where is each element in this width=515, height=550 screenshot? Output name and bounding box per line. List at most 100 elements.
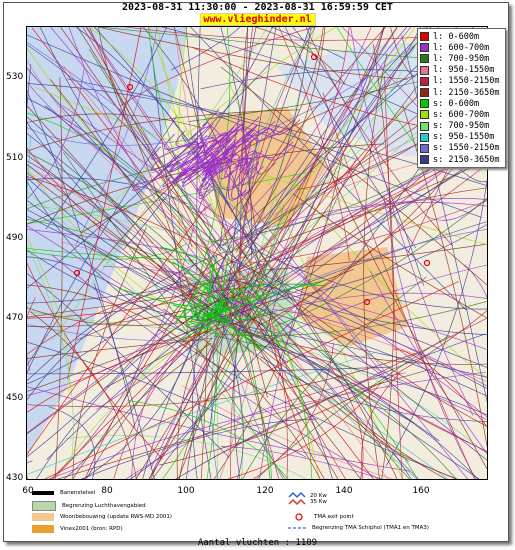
- flight-track: [243, 118, 295, 150]
- flight-track: [27, 248, 198, 261]
- flight-track: [175, 282, 209, 325]
- flight-track: [191, 141, 218, 175]
- flight-track: [242, 276, 427, 479]
- flight-track: [27, 205, 207, 455]
- flight-track: [250, 200, 487, 263]
- flight-track: [215, 297, 227, 327]
- flight-track: [336, 27, 421, 151]
- flight-track: [27, 97, 254, 321]
- flight-track: [82, 323, 199, 479]
- flight-track: [27, 323, 214, 341]
- flight-track: [67, 27, 142, 380]
- flight-track: [84, 283, 197, 479]
- flight-track: [171, 27, 241, 71]
- flight-track: [27, 268, 354, 392]
- flight-track: [151, 141, 198, 160]
- x-tick-label: 60: [22, 486, 34, 496]
- flight-track: [27, 460, 33, 464]
- flight-track: [196, 164, 217, 193]
- tma-exit-point: [126, 83, 134, 91]
- flight-track: [164, 133, 200, 159]
- legend-text: 35 Kw: [310, 499, 327, 505]
- flight-track: [215, 224, 487, 311]
- period-title: 2023-08-31 11:30:00 - 2023-08-31 16:59:5…: [122, 2, 393, 13]
- site-url-badge[interactable]: www.vliegh‍inder.nl: [199, 13, 316, 26]
- flight-track: [212, 164, 247, 201]
- legend-swatch: [420, 143, 429, 153]
- flight-track: [292, 193, 487, 319]
- flight-track: [27, 279, 246, 355]
- legend-item: s: 600-700m: [420, 109, 503, 120]
- flight-track: [200, 123, 217, 154]
- legend-noise-contours: 20 Kw 35 Kw: [288, 492, 327, 506]
- flight-track: [51, 254, 379, 479]
- flight-track: [132, 156, 201, 191]
- flight-track: [214, 27, 416, 338]
- flight-track: [350, 27, 474, 416]
- flight-track: [275, 301, 418, 479]
- x-tick-label: 120: [256, 486, 274, 496]
- flight-track: [27, 60, 216, 247]
- legend-item: l: 600-700m: [420, 42, 503, 53]
- flight-track: [273, 27, 350, 254]
- flight-track: [190, 281, 211, 324]
- flight-track: [97, 27, 408, 80]
- flight-track: [36, 298, 220, 479]
- flight-track: [148, 54, 442, 479]
- tma-exit-point: [423, 259, 431, 267]
- urban-swatch: [32, 513, 54, 521]
- legend-swatch: [420, 54, 429, 64]
- flight-track: [150, 331, 223, 479]
- flight-track: [200, 155, 224, 181]
- flight-track: [150, 143, 208, 171]
- y-tick-label: 510: [6, 153, 24, 163]
- flight-track: [27, 147, 207, 305]
- flight-track: [27, 229, 210, 261]
- flight-track: [218, 257, 229, 316]
- flight-track: [190, 109, 220, 140]
- legend-banenstelsel: Banenstelsel: [32, 490, 95, 496]
- flight-track: [221, 446, 383, 479]
- map-legend: Banenstelsel Begrenzing Luchthavengebied…: [26, 490, 486, 538]
- legend-tma-boundary: Begrenzing TMA Schiphol (TMA1 en TMA3): [288, 525, 429, 531]
- flight-track: [229, 142, 251, 159]
- flight-track: [172, 261, 215, 298]
- flight-track: [27, 204, 255, 256]
- flight-track: [27, 109, 300, 152]
- tma-exit-point-icon: [295, 513, 303, 521]
- flight-track: [56, 368, 432, 479]
- flight-track: [372, 43, 395, 479]
- flight-track: [175, 130, 221, 157]
- legend-label: l: 2150-3650m: [433, 87, 500, 98]
- flight-track: [222, 145, 239, 179]
- flight-track: [229, 279, 326, 300]
- flight-track: [385, 178, 487, 466]
- flight-track: [27, 154, 227, 339]
- flight-track: [243, 331, 457, 479]
- legend-label: s: 600-700m: [433, 109, 490, 120]
- flight-track: [233, 331, 487, 455]
- altitude-legend: l: 0-600m l: 600-700m l: 700-950m l: 950…: [417, 28, 506, 169]
- flight-track: [244, 232, 398, 479]
- flight-track: [27, 34, 483, 218]
- tma-exit-point: [363, 298, 371, 306]
- flight-track: [27, 67, 440, 442]
- flight-track: [228, 27, 312, 273]
- flight-track: [27, 341, 307, 458]
- flight-track: [270, 27, 345, 60]
- flight-track: [260, 356, 487, 422]
- flight-track: [27, 312, 276, 413]
- flight-track: [233, 157, 249, 188]
- flight-track: [89, 27, 199, 317]
- legend-label: l: 0-600m: [433, 31, 480, 42]
- legend-item: s: 2150-3650m: [420, 154, 503, 165]
- flight-track: [226, 382, 382, 479]
- flight-track: [166, 145, 207, 168]
- flight-track: [76, 27, 193, 248]
- flight-track: [228, 277, 487, 336]
- flight-track: [369, 270, 487, 455]
- flight-track: [233, 252, 263, 479]
- flight-track: [190, 307, 265, 350]
- flight-track: [186, 296, 227, 479]
- flight-track: [120, 27, 316, 107]
